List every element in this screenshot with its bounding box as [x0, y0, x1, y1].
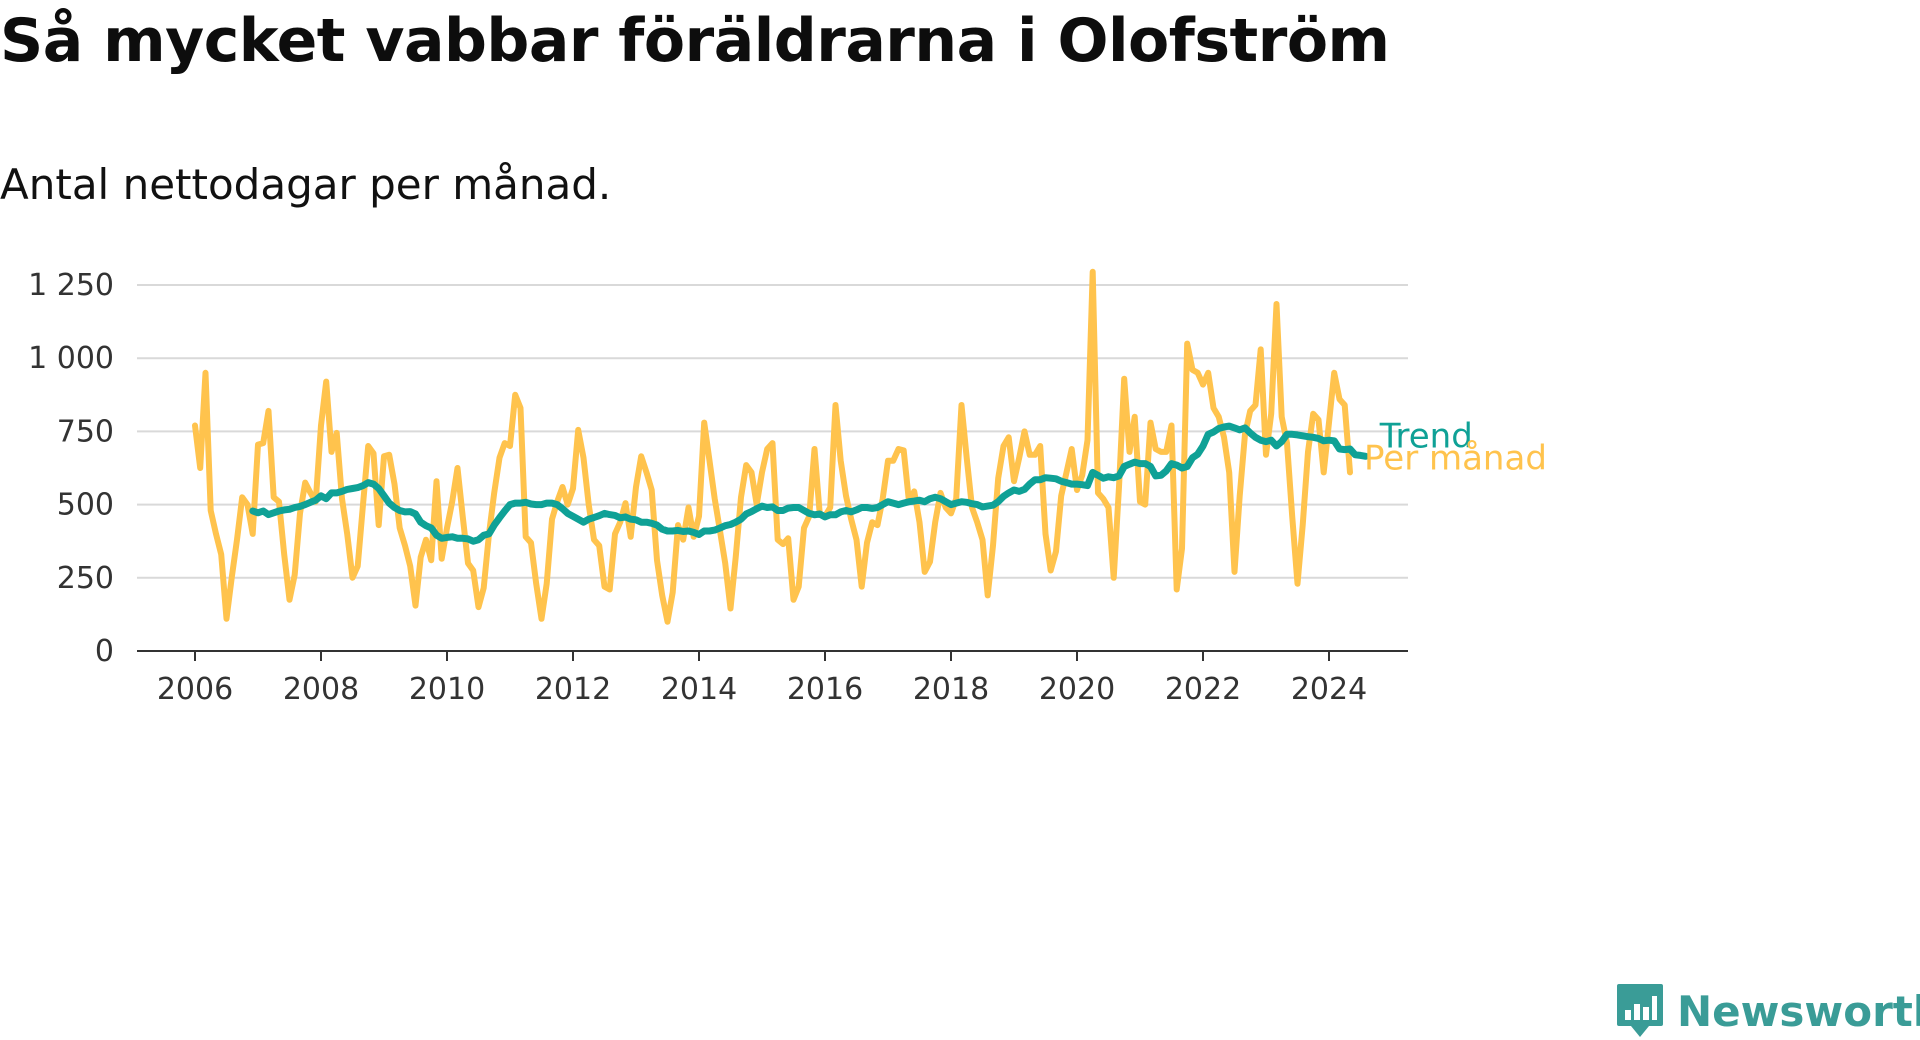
y-tick-label: 1 000 [28, 341, 114, 376]
x-tick-label: 2022 [1165, 672, 1241, 707]
x-tick-label: 2024 [1291, 672, 1367, 707]
y-tick-label: 500 [57, 488, 114, 523]
x-tick-label: 2010 [409, 672, 485, 707]
x-tick-label: 2014 [661, 672, 737, 707]
legend-label-trend: Trend [1379, 417, 1473, 457]
brand-name: Newsworthy [1677, 986, 1920, 1036]
gridlines [137, 284, 1408, 579]
y-tick-label: 750 [57, 414, 114, 449]
x-tick-label: 2008 [283, 672, 359, 707]
x-tick-label: 2006 [157, 672, 233, 707]
x-tick-label: 2020 [1039, 672, 1115, 707]
newsworthy-logo-icon [1617, 984, 1663, 1037]
axes: 0 250 500 750 1 000 1 250 2006 2008 2010 2012 2014… [28, 268, 1408, 707]
series-line-per-manad [192, 268, 1353, 625]
legend-label-per-manad: Per månad [1364, 438, 1547, 478]
y-tick-label: 1 250 [28, 268, 114, 303]
x-tick-label: 2016 [787, 672, 863, 707]
newsworthy-brand[interactable]: Newsworthy [1615, 982, 1920, 1040]
y-tick-label: 250 [57, 561, 114, 596]
chart-title: Så mycket vabbar föräldrarna i Olofström [0, 6, 1390, 76]
y-tick-label: 0 [95, 634, 114, 669]
series-line-trend [249, 422, 1370, 545]
x-tick-label: 2018 [913, 672, 989, 707]
chart-subtitle: Antal nettodagar per månad. [0, 160, 612, 209]
x-tick-label: 2012 [535, 672, 611, 707]
series-lines [192, 268, 1370, 625]
